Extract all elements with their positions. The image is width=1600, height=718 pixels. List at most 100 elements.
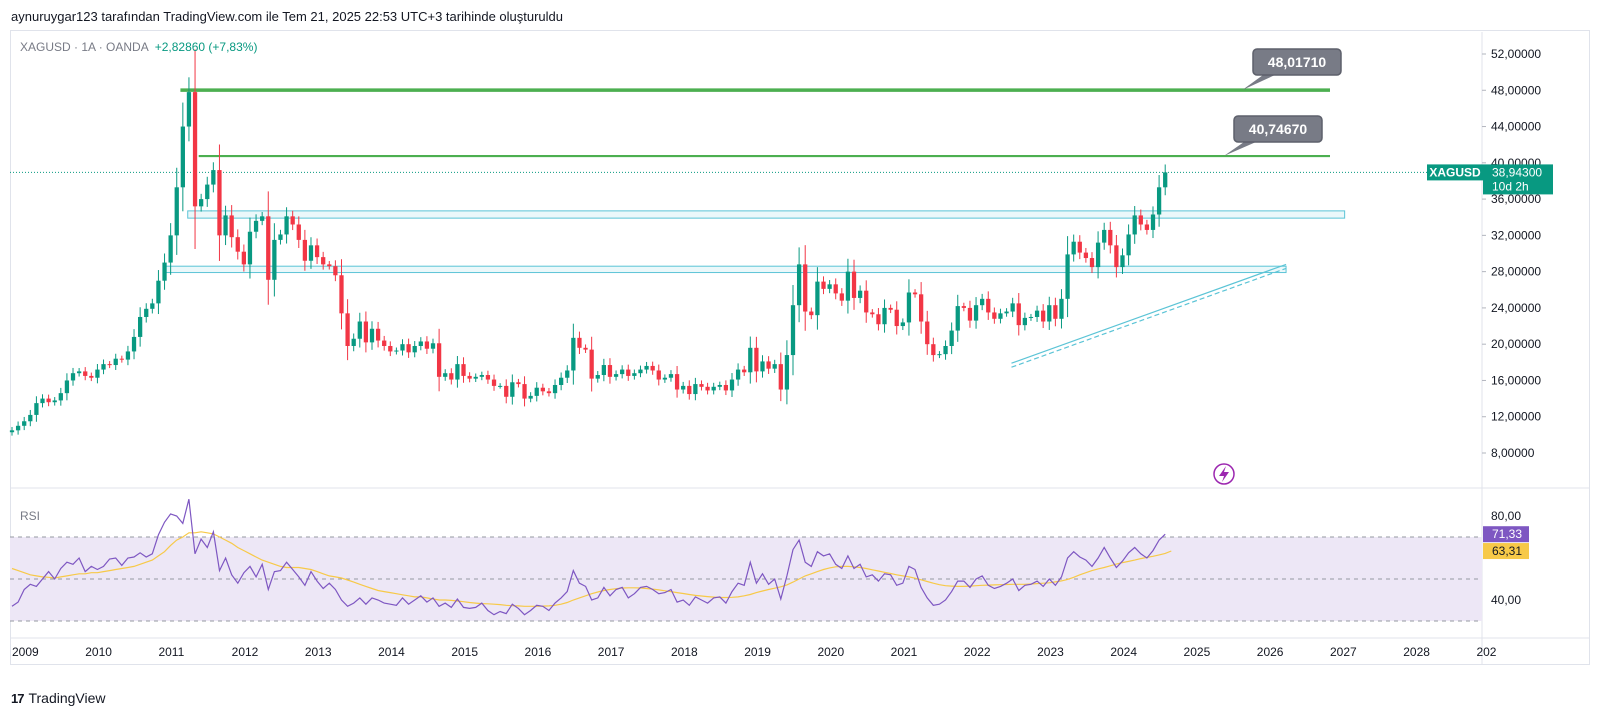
current-price-bg xyxy=(1483,164,1553,195)
candle-body xyxy=(302,239,308,261)
candle-body xyxy=(986,298,991,313)
candle-body xyxy=(937,354,942,356)
candle-body xyxy=(723,384,729,391)
candle-body xyxy=(1114,245,1119,268)
candle-body xyxy=(632,373,637,376)
candle-body xyxy=(296,224,301,240)
callout-label: 40,74670 xyxy=(1249,121,1308,137)
candle-body xyxy=(22,421,27,426)
candle-body xyxy=(583,347,588,350)
candle-body xyxy=(375,328,381,341)
candle-body xyxy=(790,305,796,356)
candle-body xyxy=(272,239,277,280)
candle-body xyxy=(1083,252,1089,259)
candle-body xyxy=(540,387,545,392)
candle-body xyxy=(589,349,594,379)
candle-body xyxy=(827,284,832,289)
candle-body xyxy=(1016,303,1021,326)
candle-body xyxy=(528,395,533,399)
rsi-ma-value-label: 63,31 xyxy=(1492,544,1522,558)
candle-body xyxy=(906,292,912,323)
candle-body xyxy=(870,312,875,315)
price-tick-label: 16,00000 xyxy=(1491,373,1541,387)
candle-body xyxy=(253,220,259,232)
candle-body xyxy=(266,216,271,280)
callout-pointer xyxy=(1223,142,1256,157)
candle-body xyxy=(284,216,289,235)
candle-body xyxy=(497,385,503,387)
time-tick-label: 2011 xyxy=(158,645,184,659)
candle-body xyxy=(717,384,722,387)
candle-body xyxy=(784,355,790,390)
candle-body xyxy=(864,290,869,313)
candle-body xyxy=(559,377,564,385)
candle-body xyxy=(772,364,777,369)
candle-body xyxy=(851,271,857,298)
candle-body xyxy=(119,358,124,360)
candle-body xyxy=(89,375,94,378)
candle-body xyxy=(839,293,844,301)
candle-body xyxy=(1010,303,1015,312)
candle-body xyxy=(638,369,643,374)
candle-body xyxy=(15,425,21,431)
candle-body xyxy=(735,369,741,380)
candle-body xyxy=(308,245,314,261)
candle-body xyxy=(34,403,39,415)
candle-body xyxy=(748,347,753,373)
candle-body xyxy=(211,170,216,185)
footer-brand[interactable]: 17 TradingView xyxy=(11,690,106,706)
candle-body xyxy=(260,216,265,221)
candle-body xyxy=(382,340,387,346)
time-tick-label: 2018 xyxy=(671,645,698,659)
candle-body xyxy=(52,400,57,403)
candle-body xyxy=(76,371,82,374)
candle-body xyxy=(327,264,332,267)
callout-box xyxy=(1252,48,1342,76)
candle-body xyxy=(687,385,692,395)
time-tick-label: 2026 xyxy=(1257,645,1284,659)
rsi-title[interactable]: RSI xyxy=(20,509,41,523)
candle-body xyxy=(668,374,674,378)
candle-body xyxy=(199,199,204,207)
candle-body xyxy=(443,373,448,377)
candle-body xyxy=(107,364,112,366)
candle-body xyxy=(1156,187,1162,215)
candle-body xyxy=(949,330,954,346)
symbol-legend[interactable]: XAGUSD · 1A · OANDA +2,82860 (+7,83%) xyxy=(20,40,257,54)
candle-body xyxy=(1095,242,1101,268)
rsi-ma-value-bg xyxy=(1483,543,1529,560)
candle-body xyxy=(845,271,851,301)
candle-body xyxy=(1059,298,1064,319)
candle-body xyxy=(436,343,442,377)
candle-body xyxy=(674,374,680,390)
candle-body xyxy=(766,361,771,369)
time-tick-label: 2028 xyxy=(1403,645,1430,659)
candle-body xyxy=(241,251,246,265)
rsi-value-label: 71,33 xyxy=(1492,527,1522,541)
candle-body xyxy=(1053,305,1058,319)
time-tick-label: 2017 xyxy=(598,645,625,659)
candle-body xyxy=(1047,305,1052,322)
candle-body xyxy=(552,384,558,394)
candle-body xyxy=(1022,317,1028,326)
candle-body xyxy=(729,379,735,391)
candle-body xyxy=(192,92,198,207)
candle-body xyxy=(394,350,399,352)
candle-body xyxy=(1071,241,1076,255)
candle-body xyxy=(1034,310,1040,317)
candle-body xyxy=(919,294,924,322)
candle-body xyxy=(1004,311,1009,314)
candle-body xyxy=(620,369,625,375)
lightning-icon-bolt xyxy=(1219,466,1229,482)
time-tick-label: 2025 xyxy=(1184,645,1211,659)
trendline-lower xyxy=(1011,267,1287,368)
candle-body xyxy=(168,235,173,263)
candle-body xyxy=(1132,215,1137,235)
time-tick-label: 202 xyxy=(1476,645,1496,659)
chart-frame xyxy=(10,30,1590,665)
candle-body xyxy=(83,371,88,376)
price-tick-label: 20,00000 xyxy=(1491,337,1541,351)
candle-body xyxy=(1041,310,1046,322)
candle-body xyxy=(510,382,515,397)
